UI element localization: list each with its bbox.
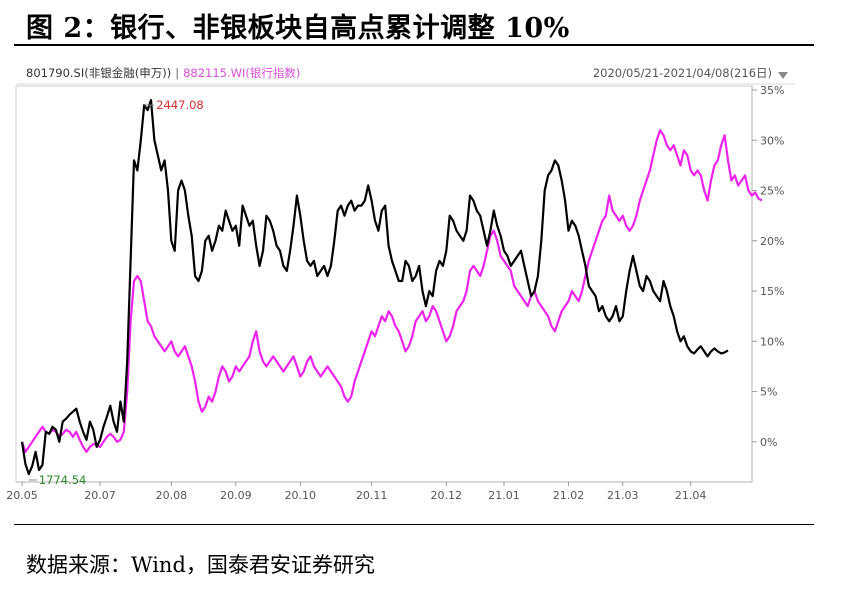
series-lines [20,98,763,476]
y-tick-label: 15% [760,285,784,298]
x-tick-label: 21.02 [553,489,585,502]
x-tick-label: 20.09 [220,489,252,502]
annotations: 2447.08 1774.54 [28,98,204,487]
annotation-low: 1774.54 [39,473,87,487]
chart: 801790.SI(非银金融(申万)) | 882115.WI(银行指数) 2020… [6,66,795,502]
x-axis-ticks: 20.05 20.07 20.08 20.09 20.10 20.11 20.12 21.01… [6,482,706,502]
y-axis-ticks: 0% 5% 10% 15% 20% 25% 30% 35% [752,84,784,449]
y-tick-label: 30% [760,134,784,147]
svg-text:801790.SI(非银金融(申万))|882115.WI(: 801790.SI(非银金融(申万)) | 882115.WI(银行指数) [26,66,300,80]
series-line-nonbank [20,98,729,476]
x-tick-label: 20.07 [84,489,116,502]
legend-series-b: 882115.WI(银行指数) [183,66,300,80]
legend-series-a: 801790.SI(非银金融(申万)) [26,66,171,80]
y-tick-label: 5% [760,386,777,399]
date-range-label: 2020/05/21-2021/04/08(216日) [593,66,772,80]
figure-title: 图 2：银行、非银板块自高点累计调整 10% [26,13,570,44]
annotation-high: 2447.08 [156,98,204,112]
plot-frame [15,85,753,483]
x-tick-label: 20.08 [156,489,188,502]
y-tick-label: 25% [760,185,784,198]
y-tick-label: 20% [760,235,784,248]
figure-source: 数据来源：Wind，国泰君安证券研究 [26,553,375,577]
y-tick-label: 0% [760,436,777,449]
y-tick-label: 10% [760,335,784,348]
legend-separator: | [175,66,179,80]
x-tick-label: 21.04 [675,489,707,502]
y-tick-label: 35% [760,84,784,97]
x-tick-label: 21.03 [607,489,639,502]
bottom-rule [14,524,814,525]
series-line-bank [20,129,763,453]
x-tick-label: 20.05 [6,489,38,502]
x-tick-label: 21.01 [488,489,520,502]
x-tick-label: 20.11 [356,489,388,502]
x-tick-label: 20.12 [431,489,463,502]
top-rule [14,44,814,46]
dropdown-triangle-icon[interactable] [778,72,788,79]
x-tick-label: 20.10 [285,489,317,502]
